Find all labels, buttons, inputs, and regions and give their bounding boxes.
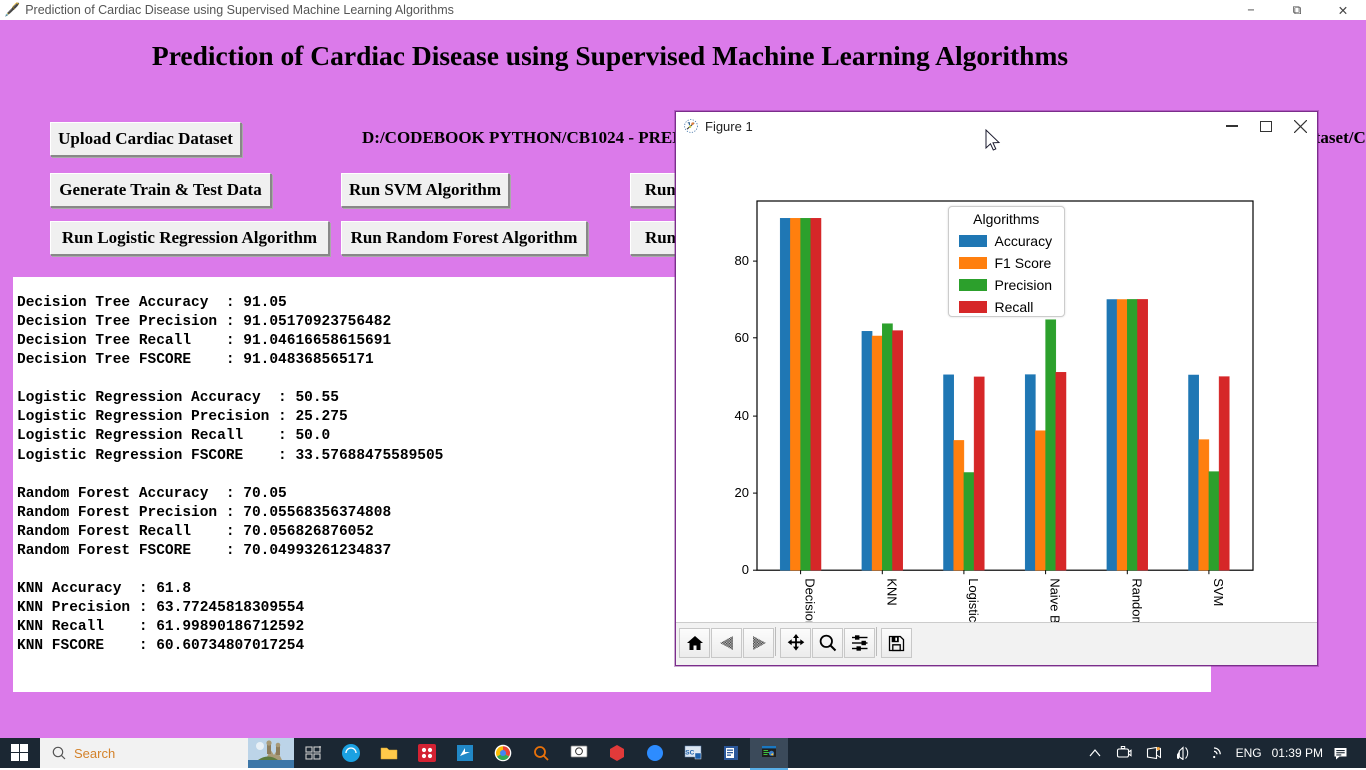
svg-text:SC: SC <box>685 750 694 757</box>
svg-text:0: 0 <box>742 562 749 577</box>
svg-text:80: 80 <box>735 253 749 268</box>
svg-text:SVM: SVM <box>1211 578 1226 606</box>
svg-text:20: 20 <box>735 485 749 500</box>
svg-text:40: 40 <box>735 408 749 423</box>
svg-text:60: 60 <box>735 330 749 345</box>
svg-text:KNN: KNN <box>884 578 899 605</box>
